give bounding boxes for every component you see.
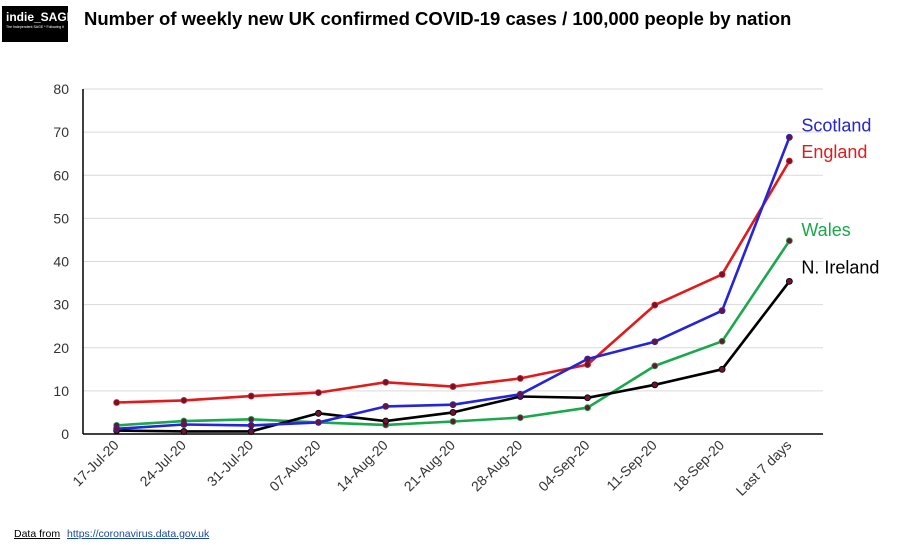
data-point <box>247 421 255 429</box>
data-point <box>785 133 793 141</box>
x-tick-label: 28-Aug-20 <box>468 437 526 495</box>
y-tick-label: 0 <box>61 426 69 442</box>
logo-name: indie_SAGE <box>6 10 75 24</box>
data-point <box>449 401 457 409</box>
data-point <box>516 374 524 382</box>
data-point <box>247 428 255 435</box>
indie-sage-logo: indie_SAGE The Independent SAGE * Follow… <box>2 6 75 42</box>
y-tick-label: 40 <box>53 254 69 270</box>
x-tick-label: 17-Jul-20 <box>69 437 122 490</box>
source-link[interactable]: https://coronavirus.data.gov.uk <box>67 528 210 540</box>
x-tick-label: 31-Jul-20 <box>204 437 257 490</box>
data-point <box>113 399 121 406</box>
series-line <box>116 280 791 433</box>
line-chart: 0 10 20 30 40 50 60 70 80 17-Jul-20 24-Jul-20 31-Ju… <box>53 81 879 499</box>
series-label: England <box>801 142 867 162</box>
data-point <box>718 307 726 315</box>
data-point <box>785 157 793 165</box>
data-point <box>449 409 457 416</box>
y-tick-label: 50 <box>53 210 69 226</box>
series-label: N. Ireland <box>801 257 879 277</box>
data-point <box>584 355 591 363</box>
y-tick-label: 20 <box>53 340 69 356</box>
data-point <box>247 415 255 423</box>
data-point <box>718 365 726 373</box>
data-point <box>651 381 659 389</box>
y-tick-label: 80 <box>53 81 69 97</box>
data-point <box>449 383 457 390</box>
y-tick-label: 60 <box>53 167 69 183</box>
data-point <box>382 417 390 425</box>
x-tick-label: 07-Aug-20 <box>266 437 324 495</box>
data-point <box>180 396 188 404</box>
logo-tagline: The Independent SAGE * Following the sci… <box>6 25 64 29</box>
data-point <box>651 362 659 370</box>
data-point <box>651 301 659 309</box>
data-point <box>516 414 524 422</box>
x-tick-label: 21-Aug-20 <box>401 437 459 495</box>
data-point <box>247 392 255 400</box>
data-point <box>785 277 793 285</box>
data-point <box>516 390 524 398</box>
x-tick-label: 18-Sep-20 <box>670 437 728 495</box>
data-point <box>315 389 322 397</box>
data-point <box>449 418 457 425</box>
x-tick-label: 24-Jul-20 <box>136 437 189 490</box>
x-tick-label: 04-Sep-20 <box>535 437 593 495</box>
series-line <box>116 160 791 404</box>
data-point <box>113 425 121 433</box>
data-point <box>718 271 726 278</box>
data-point <box>382 378 390 386</box>
y-tick-label: 70 <box>53 124 69 140</box>
y-tick-label: 10 <box>53 383 69 399</box>
series-label: Wales <box>801 220 850 240</box>
data-point <box>180 421 188 428</box>
data-point <box>382 402 390 410</box>
data-point <box>584 394 591 402</box>
x-tick-label: 14-Aug-20 <box>333 437 391 495</box>
data-point <box>785 237 793 245</box>
chart-title: Number of weekly new UK confirmed COVID-… <box>84 8 792 29</box>
data-point <box>584 361 591 368</box>
source-label: Data from <box>14 528 61 540</box>
x-tick-label: 11-Sep-20 <box>603 437 660 494</box>
data-source: Data from https://coronavirus.data.gov.u… <box>14 528 209 540</box>
data-point <box>651 338 659 346</box>
data-point <box>315 409 322 417</box>
data-point <box>584 404 591 412</box>
data-point <box>180 428 188 435</box>
data-point <box>718 337 726 345</box>
x-tick-label: Last 7 days <box>733 437 795 499</box>
data-point <box>315 418 322 426</box>
y-tick-label: 30 <box>53 297 69 313</box>
series-label: Scotland <box>801 115 871 135</box>
